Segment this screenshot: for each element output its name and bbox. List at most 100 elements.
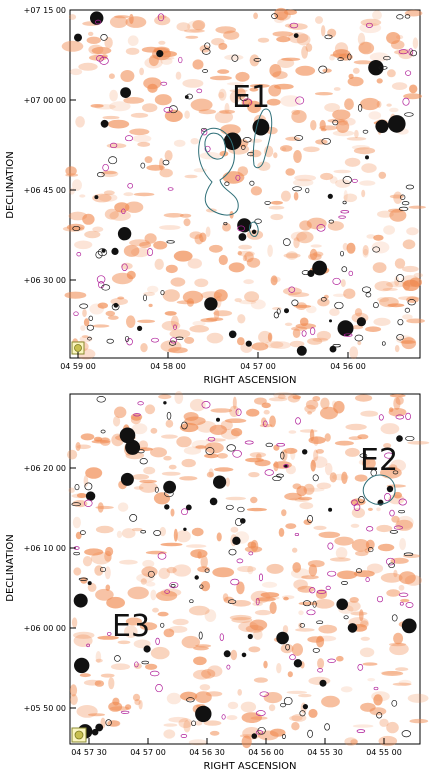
emission-patch (234, 298, 242, 303)
emission-patch (189, 398, 206, 412)
emission-patch (134, 699, 141, 706)
flux-contour (202, 69, 209, 73)
point-source (245, 340, 252, 347)
flux-contour (398, 498, 407, 506)
flux-contour (108, 156, 118, 165)
emission-patch (130, 112, 149, 118)
flux-contour (97, 248, 108, 257)
emission-patch (224, 102, 230, 114)
flux-contour (99, 56, 109, 65)
emission-patch (396, 515, 414, 529)
emission-patch (352, 724, 374, 728)
emission-patch (184, 336, 195, 344)
emission-patch (296, 33, 311, 46)
flux-contour (102, 163, 109, 172)
emission-patch (320, 397, 330, 410)
emission-patch (204, 609, 217, 622)
emission-patch (150, 447, 167, 458)
flux-contour (280, 451, 285, 460)
flux-contour (337, 57, 344, 61)
emission-patch (249, 54, 260, 67)
emission-patch (288, 32, 309, 44)
flux-contour (253, 58, 262, 62)
emission-patch (139, 241, 152, 249)
emission-patch (292, 395, 302, 400)
point-source (228, 330, 237, 339)
flux-contour (292, 186, 302, 192)
emission-patch (346, 242, 356, 254)
emission-patch (254, 459, 271, 467)
emission-patch (248, 472, 260, 478)
emission-patch (335, 179, 351, 188)
emission-patch (395, 667, 409, 672)
emission-patch (189, 605, 210, 616)
emission-patch (284, 492, 302, 501)
emission-patch (90, 104, 104, 108)
emission-patch (257, 37, 270, 43)
flux-contour (365, 577, 370, 583)
emission-patch (127, 35, 139, 46)
emission-patch (173, 139, 186, 147)
emission-patch (350, 611, 368, 616)
emission-patch (289, 715, 303, 722)
emission-patch (268, 397, 288, 402)
flux-contour (100, 429, 106, 434)
emission-patch (103, 190, 115, 195)
top-x-ticks: 04 59 00 04 58 00 04 57 00 04 56 00 (60, 352, 366, 371)
point-source (293, 33, 299, 38)
emission-patch (226, 715, 238, 721)
emission-patch (150, 646, 170, 660)
emission-patch (147, 83, 158, 93)
emission-patch (376, 524, 393, 533)
emission-patch (345, 423, 367, 431)
emission-patch (366, 234, 376, 239)
emission-patch (228, 262, 245, 273)
emission-patch (403, 93, 422, 100)
emission-patch (303, 519, 312, 525)
flux-contour (137, 401, 144, 406)
emission-patch (212, 567, 235, 578)
flux-contour (288, 286, 296, 293)
flux-contour (321, 137, 331, 145)
emission-patch (123, 192, 134, 197)
emission-patch (97, 502, 104, 513)
emission-patch (359, 647, 375, 658)
emission-patch (193, 646, 209, 651)
point-source (120, 472, 134, 486)
emission-patch (320, 406, 338, 420)
flux-contour (79, 303, 89, 309)
point-source (94, 195, 99, 200)
emission-patch (299, 317, 309, 327)
emission-patch (393, 397, 401, 410)
emission-patch (143, 466, 156, 475)
emission-patch (342, 242, 349, 251)
flux-contour (84, 499, 93, 507)
emission-patch (61, 40, 84, 52)
flux-contour (199, 584, 204, 589)
emission-patch (138, 699, 143, 710)
emission-patch (183, 720, 191, 733)
emission-patch (360, 410, 379, 417)
bottom-y-tick-label: +06 20 00 (24, 464, 66, 473)
point-source (329, 319, 332, 323)
emission-patch (214, 467, 234, 472)
emission-patch (170, 508, 175, 517)
point-source (156, 50, 164, 58)
emission-patch (161, 320, 181, 331)
point-source (195, 705, 212, 723)
emission-patch (205, 691, 223, 697)
flux-contour (96, 172, 105, 178)
emission-patch (268, 84, 282, 97)
flux-contour (230, 578, 240, 586)
top-y-ticks: +07 15 00 +07 00 00 +06 45 00 +06 30 00 (24, 6, 76, 285)
flux-contour (327, 570, 337, 577)
emission-patch (408, 205, 426, 209)
emission-patch (117, 640, 131, 645)
flux-contour (249, 180, 255, 186)
emission-patch (398, 679, 412, 686)
point-source (251, 733, 258, 739)
emission-patch (144, 156, 153, 164)
emission-patch (249, 452, 267, 458)
flux-contour (404, 112, 414, 117)
point-source (312, 260, 327, 276)
